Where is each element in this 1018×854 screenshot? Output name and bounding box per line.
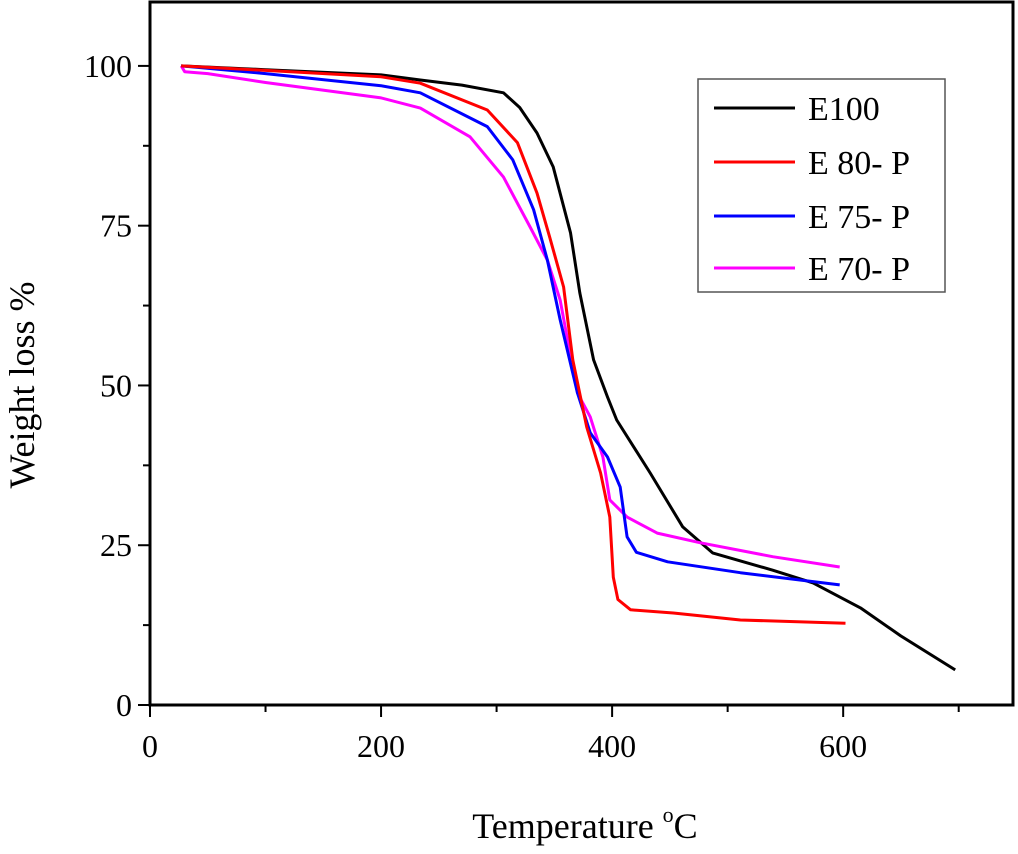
y-tick-label: 100 (84, 48, 132, 84)
y-tick-label: 0 (116, 687, 132, 723)
series-line-e-75-p (181, 64, 840, 587)
series-line-e-70-p (179, 65, 840, 569)
legend: E100 E 80- P E 75- P E 70- P (697, 78, 946, 293)
series-line-e-80-p (181, 64, 846, 625)
plot-frame (148, 0, 1015, 707)
legend-box (697, 78, 946, 293)
legend-label: E 70- P (808, 251, 910, 288)
x-axis-unit-degree: o (663, 802, 674, 827)
series-lines (179, 64, 956, 672)
x-tick-label: 0 (142, 728, 158, 764)
x-tick-label: 200 (357, 728, 405, 764)
y-tick-label: 75 (100, 208, 132, 244)
x-axis-label-text: Temperature (472, 806, 653, 846)
legend-label: E100 (808, 91, 880, 128)
y-axis-label: Weight loss % (2, 281, 42, 488)
x-axis-unit: C (674, 806, 698, 846)
y-tick-label: 50 (100, 367, 132, 403)
y-tick-label: 25 (100, 527, 132, 563)
series-line-e100 (181, 64, 956, 672)
legend-label: E 75- P (808, 199, 910, 236)
legend-label: E 80- P (808, 145, 910, 182)
axis-ticks: 0 200 400 600 0 25 50 75 100 (84, 48, 960, 764)
x-tick-label: 400 (588, 728, 636, 764)
x-axis-label: Temperature oC (472, 802, 697, 846)
x-tick-label: 600 (819, 728, 867, 764)
